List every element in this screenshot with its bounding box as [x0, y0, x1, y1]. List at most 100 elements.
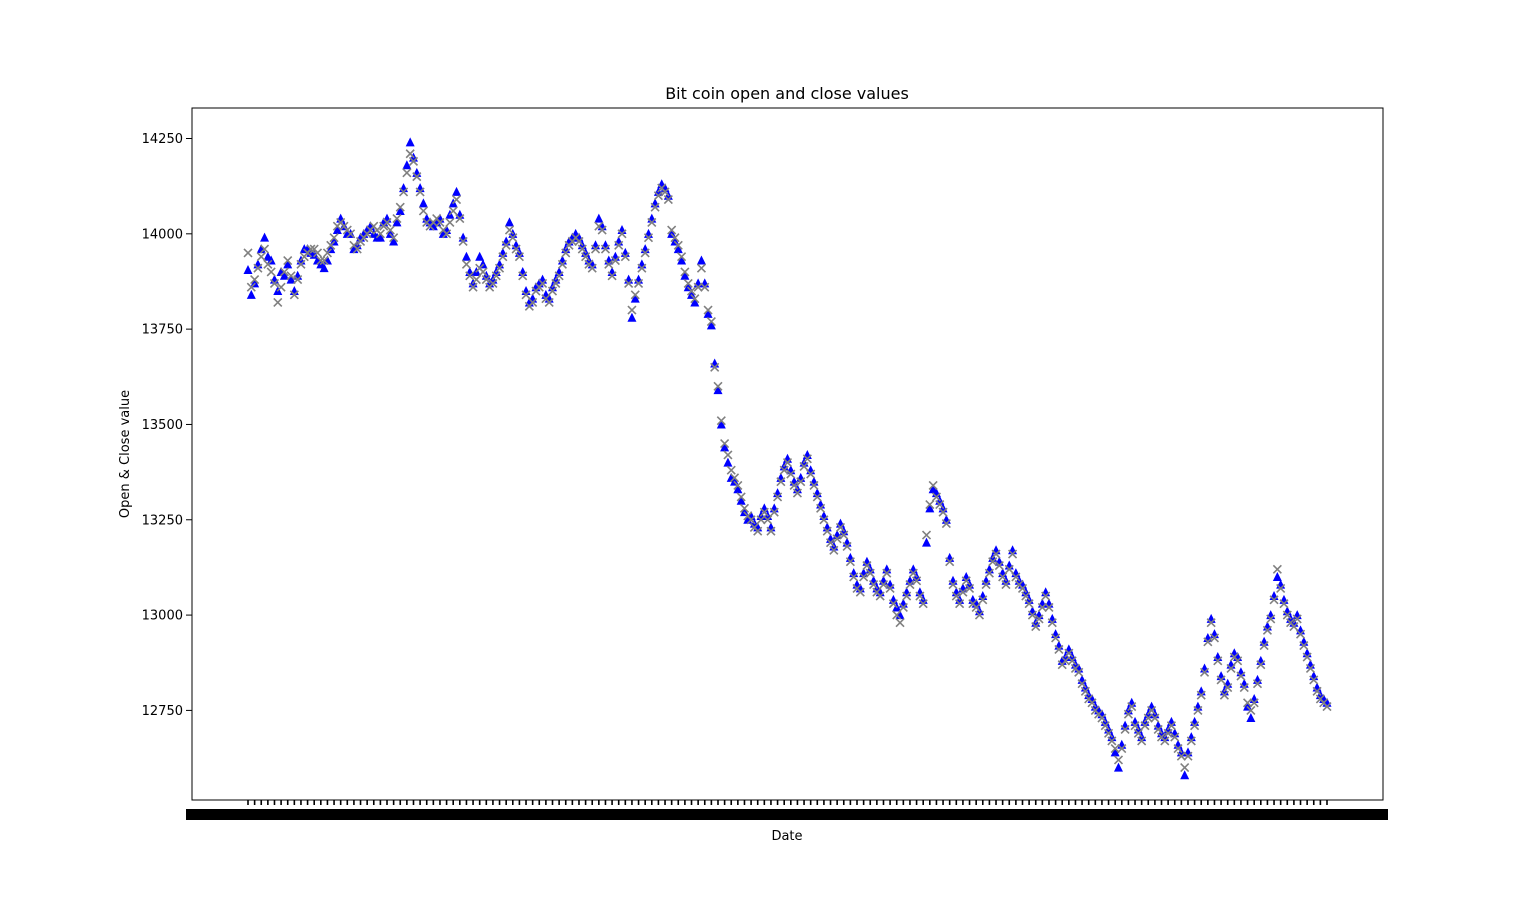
- open-point: [1047, 613, 1057, 623]
- close-point: [1041, 591, 1051, 601]
- close-point: [494, 263, 505, 273]
- close-point: [1266, 614, 1276, 624]
- close-point: [1199, 667, 1210, 677]
- open-point: [389, 236, 399, 246]
- close-point: [1123, 709, 1133, 719]
- close-point: [862, 560, 872, 571]
- close-point: [792, 488, 802, 498]
- close-point: [1259, 641, 1269, 651]
- close-point: [809, 480, 819, 491]
- y-tick-label: 13500: [142, 418, 183, 433]
- close-point: [461, 259, 472, 269]
- close-point: [964, 583, 975, 593]
- close-point: [1074, 667, 1084, 677]
- close-point: [624, 278, 634, 288]
- close-point: [1256, 660, 1266, 670]
- close-point: [296, 259, 306, 269]
- close-point: [557, 259, 567, 269]
- close-point: [614, 240, 624, 250]
- open-point: [835, 518, 845, 528]
- open-point: [680, 270, 690, 280]
- x-axis-label: Date: [771, 829, 802, 844]
- close-point: [389, 233, 399, 243]
- series-1: [243, 149, 1332, 773]
- open-point: [769, 503, 779, 513]
- open-point: [594, 213, 604, 223]
- close-point: [627, 305, 637, 315]
- open-point: [1120, 720, 1130, 730]
- close-point: [498, 252, 508, 262]
- close-point: [508, 233, 518, 243]
- close-point: [1130, 721, 1140, 731]
- close-point: [544, 297, 554, 308]
- close-point: [892, 610, 902, 620]
- open-point: [690, 297, 700, 307]
- close-point: [885, 583, 895, 593]
- close-point: [812, 492, 822, 502]
- close-point: [415, 187, 425, 197]
- close-point: [905, 580, 915, 590]
- close-point: [693, 282, 703, 292]
- close-point: [471, 275, 481, 285]
- close-point: [312, 248, 323, 258]
- open-point: [1110, 747, 1120, 757]
- open-point: [610, 251, 620, 261]
- close-point: [941, 519, 951, 529]
- close-point: [1051, 633, 1061, 643]
- open-point: [862, 556, 872, 566]
- close-point: [1133, 728, 1143, 738]
- close-point: [1295, 629, 1306, 639]
- close-point: [451, 194, 462, 205]
- close-point: [501, 240, 511, 250]
- close-point: [1292, 614, 1302, 624]
- close-point: [551, 278, 561, 288]
- close-point: [1252, 679, 1263, 689]
- close-point: [984, 568, 994, 578]
- open-point: [922, 537, 932, 547]
- close-point: [243, 248, 253, 258]
- close-point: [945, 557, 955, 567]
- close-point: [961, 576, 971, 586]
- close-point: [1216, 675, 1226, 685]
- close-point: [279, 267, 289, 277]
- close-point: [1302, 652, 1312, 662]
- close-point: [577, 244, 587, 254]
- close-point: [521, 290, 531, 300]
- open-point: [627, 312, 637, 322]
- close-point: [859, 572, 869, 582]
- close-point: [465, 271, 475, 281]
- close-point: [700, 282, 710, 292]
- close-point: [845, 557, 855, 567]
- y-tick-label: 14250: [142, 132, 183, 147]
- close-point: [408, 156, 419, 166]
- open-point: [591, 240, 601, 250]
- y-axis-label: Open & Close value: [118, 390, 133, 518]
- close-point: [246, 282, 256, 292]
- close-point: [633, 278, 644, 288]
- close-point: [782, 458, 793, 468]
- close-point: [346, 229, 356, 239]
- close-point: [1080, 686, 1090, 696]
- close-point: [1196, 690, 1206, 700]
- open-point: [978, 591, 988, 601]
- open-point: [600, 240, 610, 250]
- close-point: [491, 271, 501, 281]
- open-point: [260, 232, 270, 242]
- open-point: [643, 228, 653, 238]
- close-point: [1027, 610, 1037, 620]
- close-point: [1279, 599, 1289, 609]
- close-point: [405, 149, 415, 159]
- close-point: [1110, 743, 1120, 754]
- close-point: [640, 248, 650, 258]
- close-point: [412, 172, 422, 182]
- open-point: [1272, 571, 1282, 581]
- open-point: [637, 259, 647, 269]
- close-point: [776, 477, 786, 487]
- open-point: [783, 453, 792, 463]
- close-point: [488, 278, 498, 288]
- close-point: [1262, 625, 1272, 635]
- close-point: [1213, 656, 1223, 666]
- close-point: [931, 492, 942, 502]
- open-point: [1292, 610, 1302, 620]
- close-point: [418, 206, 428, 216]
